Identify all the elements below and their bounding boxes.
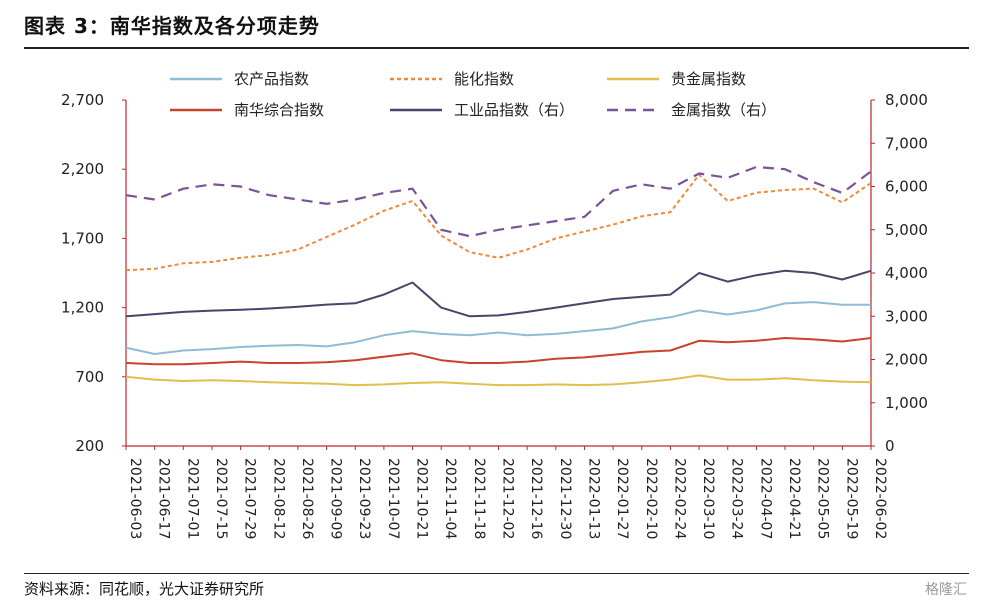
watermark-logo: 格隆汇: [925, 582, 967, 598]
left-tick-label: 200: [75, 437, 104, 455]
x-tick-label: 2021-07-01: [184, 458, 200, 539]
right-tick-label: 8,000: [885, 91, 928, 109]
x-tick-label: 2022-01-27: [614, 458, 630, 539]
x-tick-label: 2021-07-29: [242, 458, 258, 539]
right-tick-label: 5,000: [885, 221, 928, 239]
series-line: [125, 374, 872, 387]
x-tick-label: 2022-06-02: [872, 458, 888, 539]
x-tick-label: 2021-09-09: [328, 458, 344, 539]
x-tick-label: 2022-04-07: [757, 458, 773, 539]
right-tick-label: 7,000: [885, 134, 928, 152]
source-rule: [24, 573, 969, 574]
legend-label: 南华综合指数: [234, 101, 324, 119]
x-tick-label: 2021-09-23: [356, 458, 372, 539]
left-tick-label: 700: [75, 368, 104, 386]
x-tick-label: 2022-02-10: [643, 458, 659, 539]
x-tick-label: 2022-03-24: [729, 458, 745, 539]
x-tick-label: 2021-06-17: [156, 458, 172, 539]
series-line: [125, 337, 872, 366]
right-tick-label: 1,000: [885, 394, 928, 412]
x-tick-label: 2022-03-10: [700, 458, 716, 539]
left-tick-label: 1,200: [61, 299, 104, 317]
x-tick-label: 2021-12-30: [557, 458, 573, 539]
x-tick-label: 2022-05-19: [843, 458, 859, 539]
series-line: [125, 301, 871, 355]
x-tick-label: 2021-10-07: [385, 458, 401, 539]
legend-label: 能化指数: [454, 70, 514, 88]
x-tick-label: 2021-08-12: [270, 458, 286, 539]
right-tick-label: 6,000: [885, 178, 928, 196]
legend-label: 贵金属指数: [671, 70, 746, 88]
x-tick-label: 2021-08-26: [299, 458, 315, 539]
x-tick-label: 2022-01-13: [585, 458, 601, 539]
x-tick-label: 2022-04-21: [786, 458, 802, 539]
right-tick-label: 2,000: [885, 351, 928, 369]
legend-label: 农产品指数: [234, 70, 309, 88]
x-tick-label: 2022-02-24: [671, 458, 687, 539]
left-tick-label: 1,700: [61, 229, 104, 247]
legend-label: 工业品指数（右）: [454, 101, 574, 119]
series-line: [125, 165, 872, 238]
legend-label: 金属指数（右）: [671, 101, 776, 119]
left-tick-label: 2,700: [61, 91, 104, 109]
x-tick-label: 2021-07-15: [213, 458, 229, 539]
x-tick-label: 2021-11-18: [471, 458, 487, 539]
x-tick-label: 2022-05-05: [815, 458, 831, 539]
right-tick-label: 0: [885, 437, 895, 455]
x-tick-label: 2021-12-16: [528, 458, 544, 539]
title-rule: [24, 47, 969, 49]
x-tick-label: 2021-12-02: [500, 458, 516, 539]
left-tick-label: 2,200: [61, 160, 104, 178]
right-tick-label: 3,000: [885, 307, 928, 325]
x-tick-label: 2021-10-21: [414, 458, 430, 539]
chart-title: 图表 3：南华指数及各分项走势: [24, 14, 320, 38]
source-note: 资料来源：同花顺，光大证券研究所: [24, 580, 265, 598]
series-line: [125, 173, 872, 272]
chart-svg: 200 700 1,200 1,700 2,200 2,700 0 1,000 2,000 3,0…: [61, 70, 928, 539]
series-line: [125, 269, 872, 318]
x-tick-label: 2021-06-03: [127, 458, 143, 539]
x-tick-label: 2021-11-04: [442, 458, 458, 539]
right-tick-label: 4,000: [885, 264, 928, 282]
